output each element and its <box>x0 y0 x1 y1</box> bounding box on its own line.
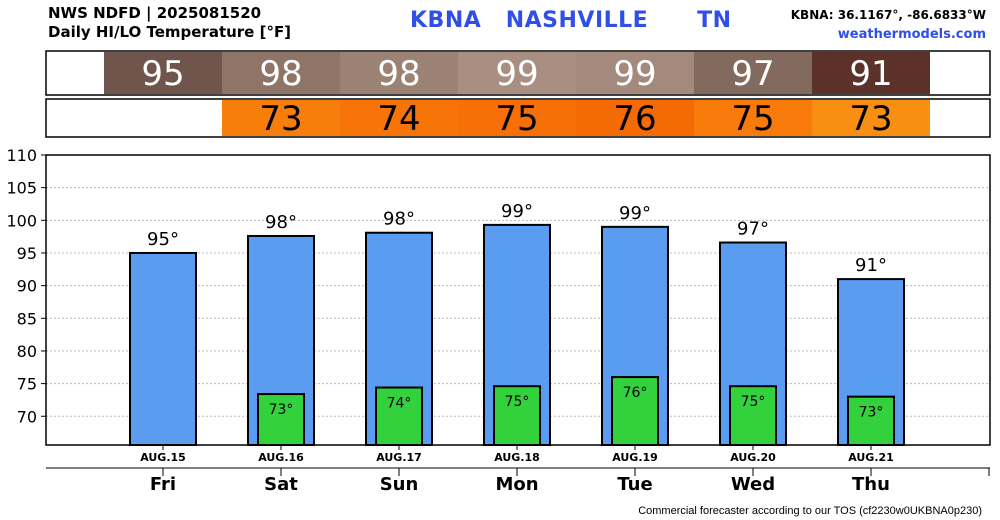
source-label: NWS NDFD | 2025081520 <box>48 4 262 22</box>
lo-strip-value: 73 <box>259 99 302 139</box>
x-tick-label: AUG.19 <box>612 451 658 464</box>
lo-strip-value: 74 <box>377 99 420 139</box>
hi-strip-value: 98 <box>259 54 302 94</box>
x-tick-label: AUG.16 <box>258 451 304 464</box>
day-label: Mon <box>495 474 538 495</box>
lo-strip-value: 76 <box>613 99 656 139</box>
day-label: Tue <box>617 474 652 495</box>
day-label: Wed <box>731 474 775 495</box>
lo-bar-label: 76° <box>623 385 648 401</box>
hi-bar-label: 98° <box>265 212 297 233</box>
lo-bar <box>375 386 423 446</box>
y-tick-label: 110 <box>6 146 37 165</box>
hi-strip-value: 95 <box>141 54 184 94</box>
header-left: NWS NDFD | 2025081520 Daily HI/LO Temper… <box>48 4 291 42</box>
site-link[interactable]: weathermodels.com <box>837 27 986 42</box>
lo-strip-cell <box>694 100 812 136</box>
x-tick-label: AUG.15 <box>140 451 186 464</box>
plot-frame <box>45 154 991 446</box>
day-label: Sun <box>380 474 419 495</box>
hi-strip-value: 97 <box>731 54 774 94</box>
y-tick-label: 90 <box>17 277 37 296</box>
lo-strip-value: 75 <box>495 99 538 139</box>
lo-bar <box>847 395 895 446</box>
hi-bar-label: 99° <box>619 203 651 224</box>
hi-strip-value: 99 <box>613 54 656 94</box>
lo-strip-cell <box>340 100 458 136</box>
station-coords: KBNA: 36.1167°, -86.6833°W <box>790 8 986 22</box>
hi-strip-cell <box>694 52 812 94</box>
lo-bar-label: 73° <box>859 405 884 421</box>
day-label: Thu <box>852 474 890 495</box>
lo-bar-label: 73° <box>269 402 294 418</box>
chart-axes: AUG.15 Fri AUG.16 Sat AUG.17 Sun AUG.18 Mon AUG.… <box>45 154 991 495</box>
y-tick-label: 75 <box>17 375 37 394</box>
y-tick-label: 85 <box>17 309 37 328</box>
y-tick-label: 70 <box>17 407 37 426</box>
lo-strip-value: 75 <box>731 99 774 139</box>
hi-strip-cell <box>458 52 576 94</box>
lo-bar-label: 74° <box>387 396 412 412</box>
hi-bar-label: 98° <box>383 209 415 230</box>
y-tick-label: 105 <box>6 179 37 198</box>
lo-strip-cell <box>576 100 694 136</box>
lo-bar-label: 75° <box>741 394 766 410</box>
chart-subtitle: Daily HI/LO Temperature [°F] <box>48 23 292 41</box>
hi-strip-value: 91 <box>849 54 892 94</box>
hi-bar-label: 95° <box>147 229 179 250</box>
hi-strip-cell <box>576 52 694 94</box>
hi-strip-cell <box>104 52 222 94</box>
header-right: KBNA: 36.1167°, -86.6833°W weathermodels… <box>791 5 986 45</box>
hi-strip-cell <box>340 52 458 94</box>
footer-note: Commercial forecaster according to our T… <box>638 505 982 517</box>
lo-strip-cell <box>458 100 576 136</box>
hi-strip-cell <box>812 52 930 94</box>
x-tick-label: AUG.18 <box>494 451 540 464</box>
hi-strip-cell <box>222 52 340 94</box>
hi-bar <box>129 251 197 446</box>
temperature-strips: 95 98 98 99 99 97 91 73 74 75 76 75 73 <box>45 50 991 139</box>
station-title: KBNA NASHVILLE TN <box>410 8 732 33</box>
lo-bar-label: 75° <box>505 394 530 410</box>
y-tick-label: 95 <box>17 244 37 263</box>
lo-strip-cell <box>222 100 340 136</box>
day-label: Fri <box>150 474 176 495</box>
y-tick-label: 80 <box>17 342 37 361</box>
x-tick-label: AUG.17 <box>376 451 422 464</box>
hi-bar-label: 97° <box>737 219 769 240</box>
x-tick-label: AUG.20 <box>730 451 776 464</box>
lo-bar <box>493 385 541 446</box>
lo-strip-cell <box>812 100 930 136</box>
hi-bar-label: 99° <box>501 201 533 222</box>
hi-bar-label: 91° <box>855 255 887 276</box>
hi-strip-value: 99 <box>495 54 538 94</box>
chart-bars: 95° 98° 73° 98° 74° 99° 75° 99° 76° 97° 75° 91° 73° <box>129 201 905 447</box>
x-tick-label: AUG.21 <box>848 451 894 464</box>
hi-strip-value: 98 <box>377 54 420 94</box>
y-tick-label: 100 <box>6 211 37 230</box>
lo-strip-value: 73 <box>849 99 892 139</box>
day-label: Sat <box>264 474 298 495</box>
